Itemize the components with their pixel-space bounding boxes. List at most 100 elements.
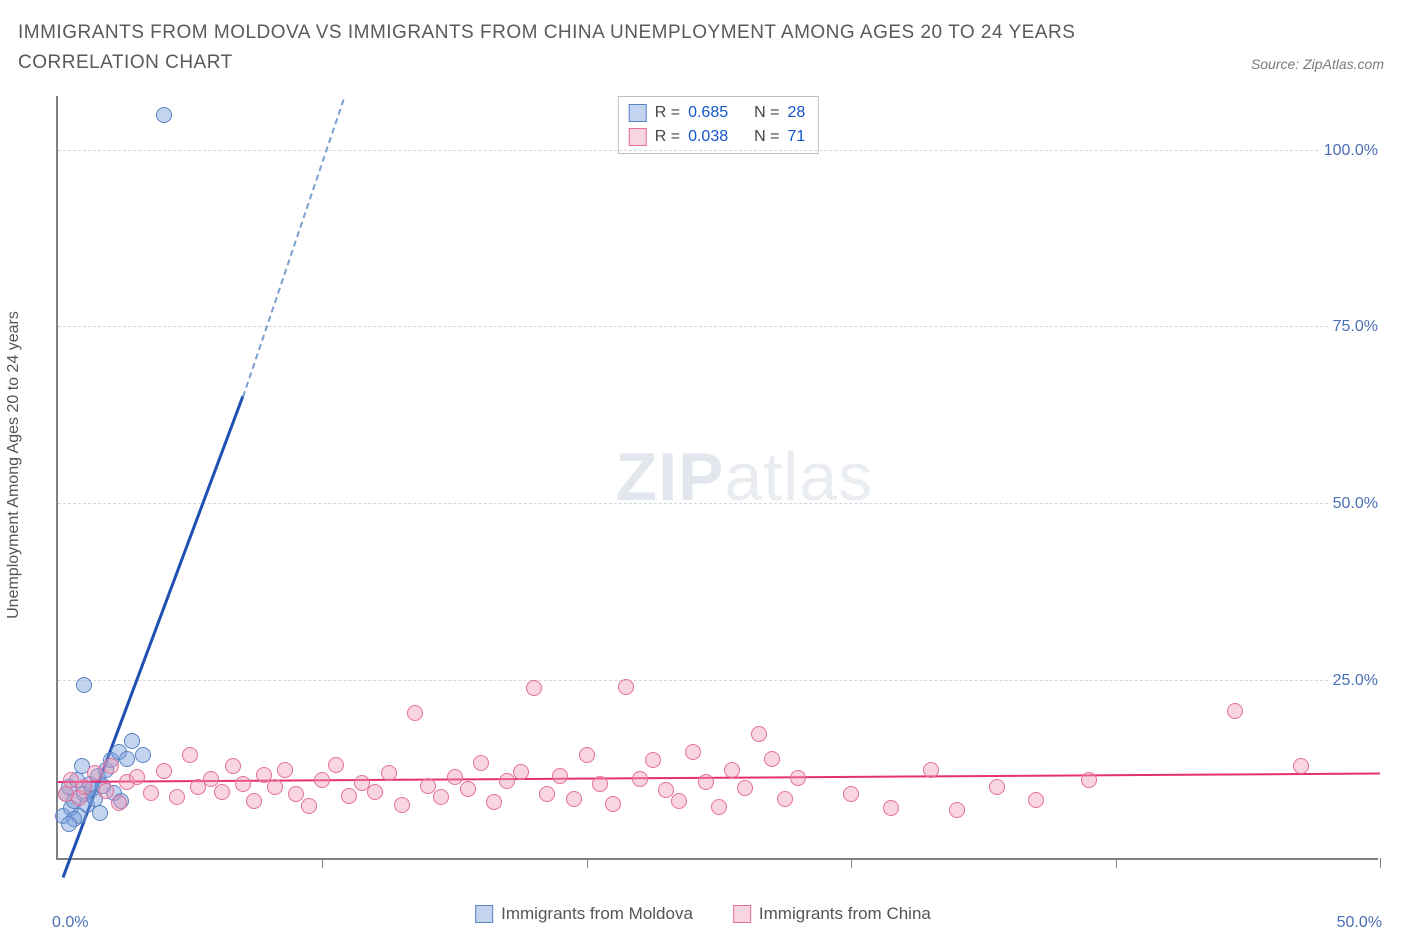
data-point (394, 797, 410, 813)
grid-line-h (58, 326, 1378, 327)
data-point (214, 784, 230, 800)
data-point (129, 769, 145, 785)
bottom-legend: Immigrants from Moldova Immigrants from … (475, 904, 931, 924)
data-point (671, 793, 687, 809)
data-point (883, 800, 899, 816)
data-point (790, 770, 806, 786)
data-point (592, 776, 608, 792)
data-point (447, 769, 463, 785)
data-point (460, 781, 476, 797)
data-point (486, 794, 502, 810)
data-point (764, 751, 780, 767)
x-label-left: 0.0% (52, 914, 88, 932)
data-point (539, 786, 555, 802)
data-point (1293, 758, 1309, 774)
bottom-swatch-1 (733, 905, 751, 923)
data-point (301, 798, 317, 814)
legend-r-value-1: 0.038 (688, 128, 728, 146)
y-tick-label: 50.0% (1329, 495, 1382, 513)
data-point (367, 784, 383, 800)
data-point (143, 785, 159, 801)
data-point (61, 816, 77, 832)
legend-n-label-1: N = (754, 128, 779, 146)
legend-n-value-1: 71 (787, 128, 805, 146)
data-point (156, 763, 172, 779)
data-point (433, 789, 449, 805)
data-point (98, 783, 114, 799)
data-point (135, 747, 151, 763)
plot-area: ZIPatlas R = 0.685 N = 28 R = 0.038 N = … (56, 96, 1378, 860)
y-tick-label: 75.0% (1329, 318, 1382, 336)
data-point (1081, 772, 1097, 788)
data-point (76, 677, 92, 693)
data-point (341, 788, 357, 804)
source-label: Source: ZipAtlas.com (1251, 56, 1384, 72)
data-point (751, 726, 767, 742)
x-tick (1380, 858, 1381, 868)
data-point (76, 779, 92, 795)
data-point (225, 758, 241, 774)
data-point (618, 679, 634, 695)
data-point (724, 762, 740, 778)
data-point (579, 747, 595, 763)
x-tick (851, 858, 852, 868)
data-point (989, 779, 1005, 795)
data-point (277, 762, 293, 778)
data-point (605, 796, 621, 812)
data-point (111, 795, 127, 811)
y-tick-label: 100.0% (1320, 142, 1382, 160)
legend-r-label-0: R = (655, 104, 680, 122)
data-point (698, 774, 714, 790)
bottom-legend-label-0: Immigrants from Moldova (501, 904, 693, 924)
x-tick (322, 858, 323, 868)
data-point (182, 747, 198, 763)
data-point (235, 776, 251, 792)
legend-r-label-1: R = (655, 128, 680, 146)
data-point (267, 779, 283, 795)
data-point (1028, 792, 1044, 808)
data-point (552, 768, 568, 784)
data-point (923, 762, 939, 778)
data-point (1227, 703, 1243, 719)
y-tick-label: 25.0% (1329, 672, 1382, 690)
grid-line-h (58, 503, 1378, 504)
legend-row-0: R = 0.685 N = 28 (629, 101, 806, 125)
data-point (124, 733, 140, 749)
watermark: ZIPatlas (616, 438, 873, 516)
x-label-right: 50.0% (1337, 914, 1382, 932)
data-point (288, 786, 304, 802)
data-point (328, 757, 344, 773)
data-point (685, 744, 701, 760)
data-point (246, 793, 262, 809)
data-point (407, 705, 423, 721)
legend-n-value-0: 28 (787, 104, 805, 122)
legend-swatch-0 (629, 104, 647, 122)
data-point (711, 799, 727, 815)
x-tick (1116, 858, 1117, 868)
data-point (949, 802, 965, 818)
chart-title: IMMIGRANTS FROM MOLDOVA VS IMMIGRANTS FR… (18, 18, 1118, 79)
data-point (632, 771, 648, 787)
y-axis-title: Unemployment Among Ages 20 to 24 years (5, 311, 23, 619)
data-point (103, 758, 119, 774)
data-point (314, 772, 330, 788)
bottom-legend-item-0: Immigrants from Moldova (475, 904, 693, 924)
legend-r-value-0: 0.685 (688, 104, 728, 122)
data-point (645, 752, 661, 768)
data-point (473, 755, 489, 771)
data-point (92, 805, 108, 821)
data-point (777, 791, 793, 807)
data-point (737, 780, 753, 796)
data-point (843, 786, 859, 802)
data-point (169, 789, 185, 805)
legend-box: R = 0.685 N = 28 R = 0.038 N = 71 (618, 96, 819, 154)
data-point (420, 778, 436, 794)
data-point (658, 782, 674, 798)
grid-line-h (58, 150, 1378, 151)
legend-row-1: R = 0.038 N = 71 (629, 125, 806, 149)
data-point (381, 765, 397, 781)
bottom-legend-item-1: Immigrants from China (733, 904, 931, 924)
data-point (526, 680, 542, 696)
trend-line (242, 100, 344, 398)
x-tick (587, 858, 588, 868)
